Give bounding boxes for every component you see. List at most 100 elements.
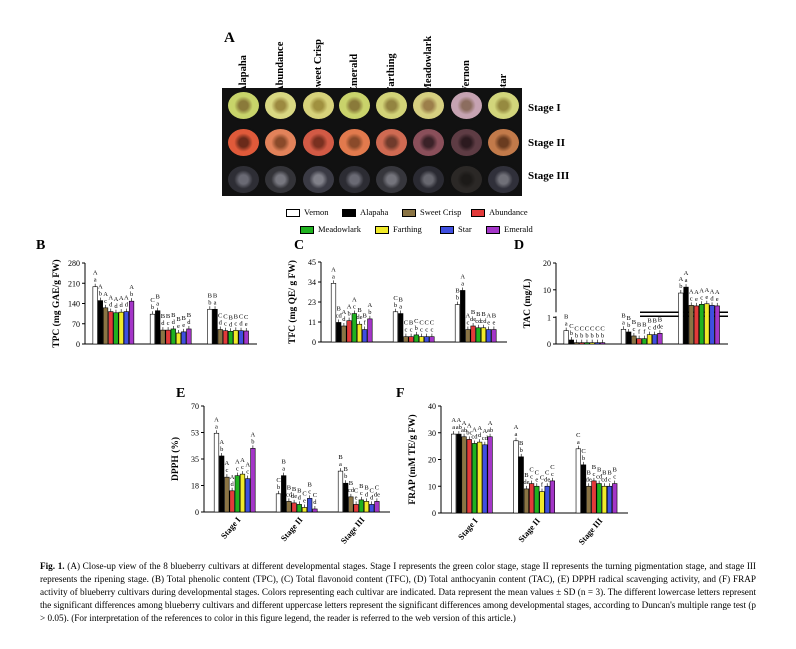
sig-label-upper: C — [276, 477, 280, 484]
bar — [693, 305, 700, 345]
sig-label-lower: e — [487, 320, 490, 327]
sig-label-lower: d — [219, 320, 223, 327]
sig-label-lower: c — [225, 467, 228, 474]
sig-label-upper: A — [342, 309, 347, 316]
sig-label-lower: c — [224, 321, 227, 328]
stage-label-1: Stage I — [528, 102, 561, 114]
sig-label-upper: B — [357, 307, 362, 314]
bar — [296, 504, 302, 513]
sig-label-lower: a — [214, 299, 217, 306]
bar — [113, 312, 119, 345]
bar — [589, 342, 595, 345]
bar — [291, 502, 297, 513]
sig-label-upper: B — [524, 472, 529, 479]
sig-label-upper: A — [678, 276, 683, 283]
sig-label-upper: C — [218, 313, 222, 320]
bar — [336, 322, 342, 343]
panel-letter-d: D — [514, 238, 524, 253]
sig-label-upper: A — [451, 417, 456, 424]
bar — [636, 338, 642, 345]
sig-label-upper: B — [481, 311, 486, 318]
sig-label-lower: c — [360, 490, 363, 497]
berry-photo — [228, 166, 259, 193]
sig-label-lower: b — [456, 295, 459, 302]
sig-label-upper: A — [103, 291, 108, 298]
sig-label-upper: B — [338, 454, 343, 461]
bar — [465, 329, 471, 343]
sig-label-upper: A — [457, 417, 462, 424]
berry-photo — [451, 92, 482, 119]
sig-label-lower: d — [239, 321, 243, 328]
y-tick-label: 11 — [308, 318, 316, 327]
bar — [358, 499, 364, 513]
sig-label-lower: d — [342, 316, 346, 323]
bar — [128, 300, 135, 345]
sig-label-upper: A — [689, 288, 694, 295]
berry-photo — [265, 166, 296, 193]
bar — [312, 508, 318, 513]
y-tick-label: 140 — [68, 300, 80, 309]
sig-label-lower: c — [592, 471, 595, 478]
sig-label-upper: B — [519, 440, 524, 447]
legend-item-star: Star — [440, 224, 472, 235]
sig-label-upper: C — [581, 448, 585, 455]
legend-item-abundance: Abundance — [471, 207, 528, 218]
sig-label-upper: A — [225, 460, 230, 467]
sig-label-upper: C — [375, 484, 379, 491]
bar — [307, 498, 313, 513]
panel-letter-e: E — [176, 386, 185, 401]
sig-label-lower: d — [109, 302, 113, 309]
sig-label-upper: C — [425, 320, 429, 327]
sig-label-upper: A — [483, 428, 488, 435]
sig-label-lower: cd — [336, 312, 343, 319]
stage-label-2: Stage II — [528, 137, 565, 149]
sig-label-lower: d — [313, 499, 317, 506]
sig-label-lower: a — [339, 461, 342, 468]
sig-label-upper: C — [302, 490, 306, 497]
sig-label-lower: b — [575, 333, 578, 340]
sig-label-lower: a — [461, 280, 464, 287]
sig-label-lower: e — [535, 476, 538, 483]
sig-label-upper: B — [632, 319, 637, 326]
bar — [424, 336, 430, 343]
x-category-label: Stage I — [219, 514, 243, 540]
panel-letter-f: F — [396, 386, 405, 401]
sig-label-upper: C — [414, 318, 418, 325]
legend-item-vernon: Vernon — [286, 207, 329, 218]
y-tick-label: 10 — [428, 482, 436, 491]
bar — [108, 311, 114, 345]
sig-label-upper: C — [370, 487, 374, 494]
bar — [606, 485, 613, 514]
bar — [165, 329, 171, 345]
sig-label-lower: d — [125, 302, 129, 309]
sig-label-lower: e — [705, 294, 708, 301]
y-tick-label: 0 — [312, 338, 316, 347]
sig-label-upper: B — [455, 288, 460, 295]
figure-caption: Fig. 1. (A) Close-up view of the 8 blueb… — [40, 560, 756, 625]
sig-label-lower: c — [700, 294, 703, 301]
sig-label-upper: B — [166, 313, 171, 320]
sig-label-upper: B — [156, 294, 161, 301]
sig-label-lower: a — [685, 277, 688, 284]
berry-photo — [265, 92, 296, 119]
sig-label-lower: b — [570, 330, 573, 337]
bar — [224, 476, 230, 513]
bar — [470, 325, 476, 343]
y-tick-label: 18 — [191, 482, 199, 491]
berry-photo — [303, 129, 334, 156]
berry-photo — [451, 166, 482, 193]
sig-label-upper: C — [569, 323, 573, 330]
sig-label-lower: b — [220, 446, 223, 453]
sig-label-lower: b — [344, 473, 347, 480]
bar — [534, 485, 540, 514]
sig-label-upper: B — [308, 481, 313, 488]
sig-label-lower: de — [657, 323, 663, 330]
sig-label-lower: b — [151, 304, 154, 311]
bar — [513, 440, 519, 514]
bar — [528, 483, 535, 514]
bar — [544, 485, 550, 514]
bar — [620, 328, 627, 345]
x-category-label: Stage III — [338, 514, 367, 545]
bar — [471, 443, 478, 514]
sig-label-lower: cd — [286, 491, 293, 498]
